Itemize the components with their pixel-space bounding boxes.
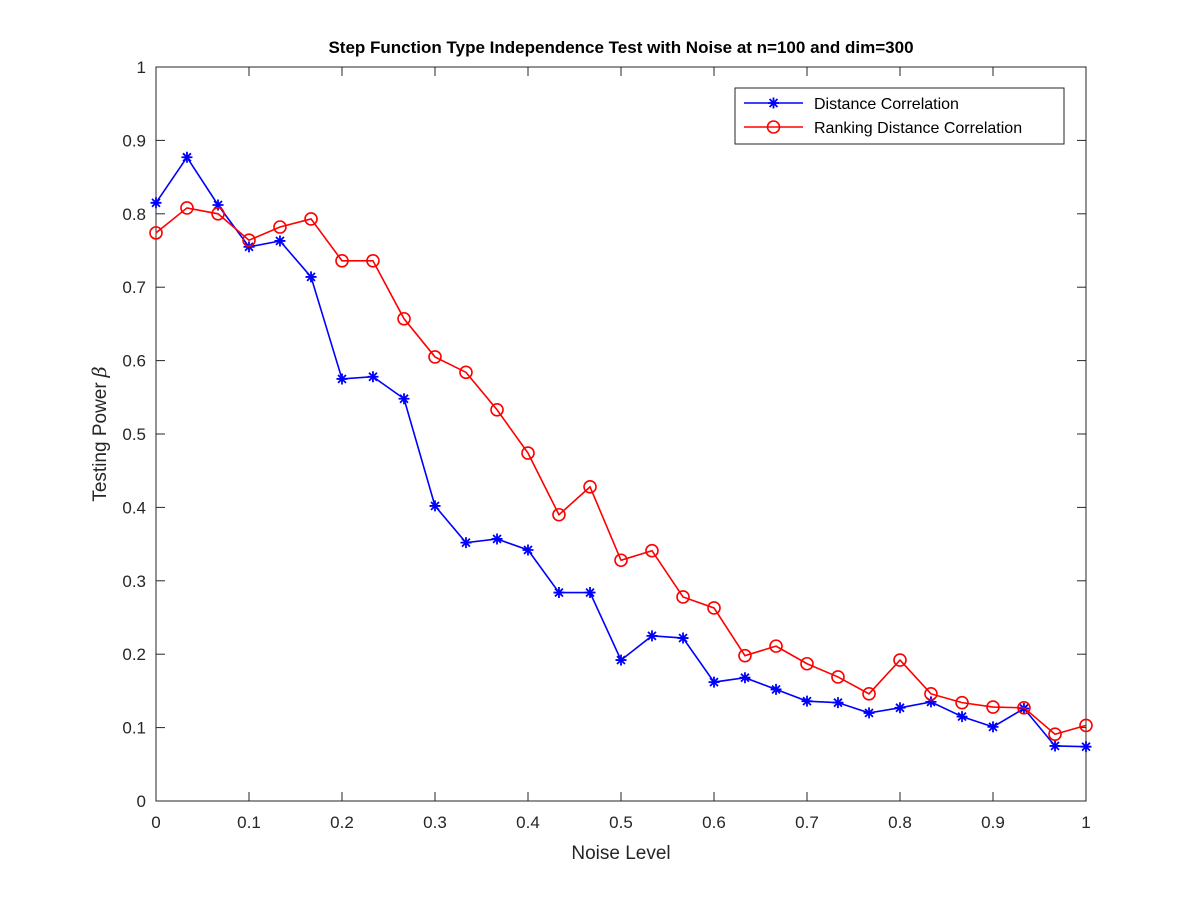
series-2-point [397, 311, 411, 326]
y-tick-label: 0.9 [122, 131, 146, 150]
series-2-point [955, 695, 969, 710]
series-2-point [893, 653, 907, 667]
y-axis-label: Testing Power β [89, 366, 111, 501]
series-1-point [181, 151, 193, 163]
series-1-point [1080, 741, 1092, 753]
y-tick-label: 0.5 [122, 425, 146, 444]
y-tick-label: 1 [137, 58, 146, 77]
series-2-point [273, 220, 287, 234]
series-2-point [831, 670, 845, 684]
chart-title: Step Function Type Independence Test wit… [328, 38, 913, 57]
y-tick-label: 0.4 [122, 498, 146, 517]
series-1-point [429, 500, 441, 512]
x-tick-label: 0.1 [237, 813, 261, 832]
series-2-point [924, 687, 938, 701]
x-axis-label: Noise Level [571, 843, 670, 864]
series-1-point [584, 587, 596, 599]
y-tick-label: 0 [137, 792, 146, 811]
series-2-line [155, 207, 1087, 736]
legend: Distance Correlation Ranking Distance Cor… [734, 87, 1065, 145]
series-1-point [491, 533, 503, 545]
series-1-point [305, 271, 317, 283]
series-2-point [428, 350, 442, 364]
series-2-point [800, 656, 814, 671]
series-2-point [149, 226, 163, 240]
series-1-point [367, 371, 379, 383]
series-2-point [335, 253, 349, 268]
series-1-point [398, 393, 410, 405]
series-2-point [304, 212, 318, 226]
series-2-point [211, 207, 225, 221]
series-1-point [894, 702, 906, 714]
legend-marker-1 [768, 97, 779, 109]
series-2-point [180, 201, 194, 215]
series-1-point [615, 654, 627, 666]
x-tick-label: 0.8 [888, 813, 912, 832]
series-1-point [212, 199, 224, 211]
series-1-point [677, 632, 689, 644]
series-2-point [769, 639, 783, 653]
x-tick-label: 0.2 [330, 813, 354, 832]
legend-box [734, 87, 1065, 145]
series-1-point [1049, 740, 1061, 752]
x-tick-label: 0.3 [423, 813, 447, 832]
series-2-point [707, 601, 721, 615]
legend-label-1: Distance Correlation [814, 96, 959, 113]
series-1-point [150, 197, 162, 209]
series-1-point [274, 235, 286, 247]
series-2-point [645, 543, 659, 558]
series-2-point [1079, 718, 1093, 733]
x-tick-label: 1 [1081, 813, 1090, 832]
series-2-point [986, 700, 1000, 714]
series-1-point [925, 696, 937, 708]
series-1-point [646, 630, 658, 642]
y-tick-label: 0.8 [122, 205, 146, 224]
y-tick-label: 0.6 [122, 352, 146, 371]
series-1-point [801, 695, 813, 707]
y-tick-label: 0.3 [122, 572, 146, 591]
y-tick-label: 0.2 [122, 645, 146, 664]
x-tick-label: 0.6 [702, 813, 726, 832]
series-2-point [676, 590, 690, 604]
x-tick-label: 0 [151, 813, 160, 832]
x-tick-label: 0.5 [609, 813, 633, 832]
series-1-point [708, 676, 720, 688]
series-2-point [242, 233, 256, 248]
y-tick-label: 0.7 [122, 278, 146, 297]
series-2-point [459, 365, 473, 380]
series-1-point [987, 721, 999, 733]
x-tick-label: 0.4 [516, 813, 540, 832]
series-1-point [863, 707, 875, 719]
series-2-point [366, 253, 380, 268]
series-1-point [770, 683, 782, 695]
series-1-point [832, 697, 844, 709]
legend-label-2: Ranking Distance Correlation [814, 120, 1022, 137]
series-2-point [614, 553, 628, 568]
series-2-point [1048, 727, 1062, 742]
series-2-point [738, 648, 752, 663]
series-1-point [739, 672, 751, 684]
series-1-point [336, 373, 348, 385]
legend-marker-2 [766, 120, 781, 134]
series-2-point [552, 507, 566, 522]
y-axis-label-symbol: β [89, 366, 111, 378]
series-2-point [490, 402, 504, 417]
y-axis-label-text: Testing Power [90, 382, 111, 502]
series-2-point [521, 446, 535, 460]
plot-area: 0 0.1 0.2 0.3 0.4 0.5 0.6 0.7 0.8 0.9 1 0 0.1 0.2 0.3 0… [122, 58, 1093, 832]
series-2-point [862, 687, 876, 701]
series-1-point [460, 537, 472, 549]
series-2-point [1017, 700, 1031, 715]
series-1-point [956, 711, 968, 723]
series-2 [149, 201, 1093, 742]
x-tick-label: 0.7 [795, 813, 819, 832]
series-1-point [522, 544, 534, 556]
y-tick-label: 0.1 [122, 719, 146, 738]
x-tick-label: 0.9 [981, 813, 1005, 832]
series-1-point [553, 587, 565, 599]
series-2-point [583, 480, 597, 494]
